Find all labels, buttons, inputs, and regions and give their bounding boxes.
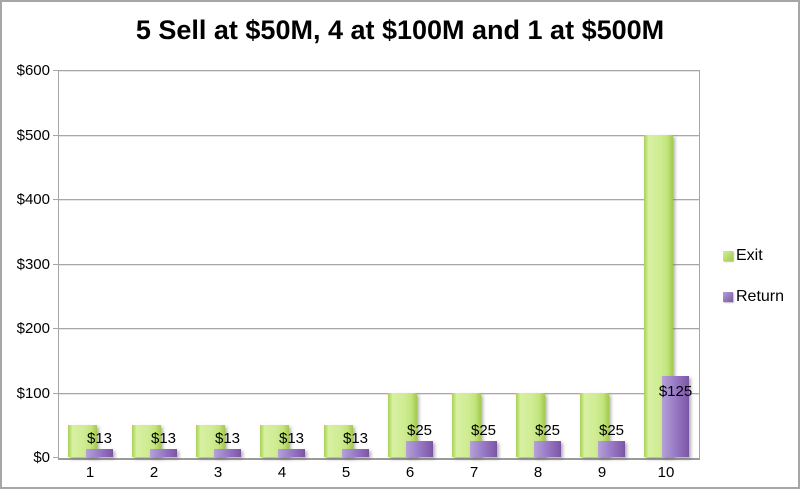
y-gridline	[59, 199, 699, 200]
legend-item-exit: Exit	[723, 247, 784, 265]
return-bar	[214, 448, 241, 457]
legend: Exit Return	[723, 247, 784, 329]
y-axis-tick	[53, 70, 59, 71]
y-axis-label: $200	[16, 320, 50, 337]
return-bar	[406, 440, 433, 457]
return-bar	[534, 440, 561, 457]
y-axis-label: $400	[16, 191, 50, 208]
x-axis-label: 4	[277, 464, 287, 481]
return-data-label: $25	[598, 421, 625, 439]
y-axis-tick	[53, 328, 59, 329]
y-axis-tick	[53, 392, 59, 394]
y-axis-label: $300	[16, 255, 50, 273]
x-axis-label: 10	[657, 464, 675, 481]
return-data-label: $25	[406, 421, 433, 439]
y-gridline	[59, 328, 699, 329]
purple-swatch-icon	[723, 292, 733, 302]
x-axis-label: 1	[85, 464, 95, 481]
y-gridline	[59, 70, 699, 71]
return-bar	[86, 448, 113, 457]
return-data-label: $13	[86, 429, 113, 447]
legend-label: Return	[736, 288, 785, 305]
return-data-label: $13	[150, 429, 177, 447]
return-data-label: $13	[278, 429, 305, 447]
x-axis-label: 7	[469, 464, 479, 481]
return-bar	[598, 440, 625, 457]
y-axis-tick	[53, 457, 59, 458]
y-gridline	[59, 263, 699, 265]
x-axis-label: 6	[405, 464, 415, 481]
y-axis-label: $0	[33, 449, 50, 466]
return-data-label: $13	[214, 429, 241, 447]
x-axis-label: 8	[533, 464, 543, 481]
y-axis-label: $600	[16, 62, 50, 79]
return-bar	[662, 376, 689, 457]
y-gridline	[59, 392, 699, 394]
x-axis-label: 3	[213, 464, 223, 481]
y-axis-tick	[53, 134, 59, 136]
return-data-label: $125	[658, 383, 693, 401]
green-swatch-icon	[723, 251, 733, 261]
y-axis-label: $500	[16, 126, 50, 144]
y-axis-tick	[53, 199, 59, 200]
y-axis-label: $100	[16, 384, 50, 402]
return-data-label: $13	[342, 429, 369, 447]
legend-item-return: Return	[723, 288, 784, 306]
x-axis-label: 5	[341, 464, 351, 481]
x-axis-label: 9	[597, 464, 607, 481]
return-data-label: $25	[534, 421, 561, 439]
y-gridline	[59, 134, 699, 136]
return-data-label: $25	[470, 421, 497, 439]
x-axis-label: 2	[149, 464, 159, 481]
return-bar	[470, 440, 497, 457]
return-bar	[278, 448, 305, 457]
return-bar	[342, 448, 369, 457]
y-axis-tick	[53, 263, 59, 265]
return-bar	[150, 448, 177, 457]
chart-title: 5 Sell at $50M, 4 at $100M and 1 at $500…	[135, 15, 665, 45]
legend-label: Exit	[736, 247, 763, 264]
